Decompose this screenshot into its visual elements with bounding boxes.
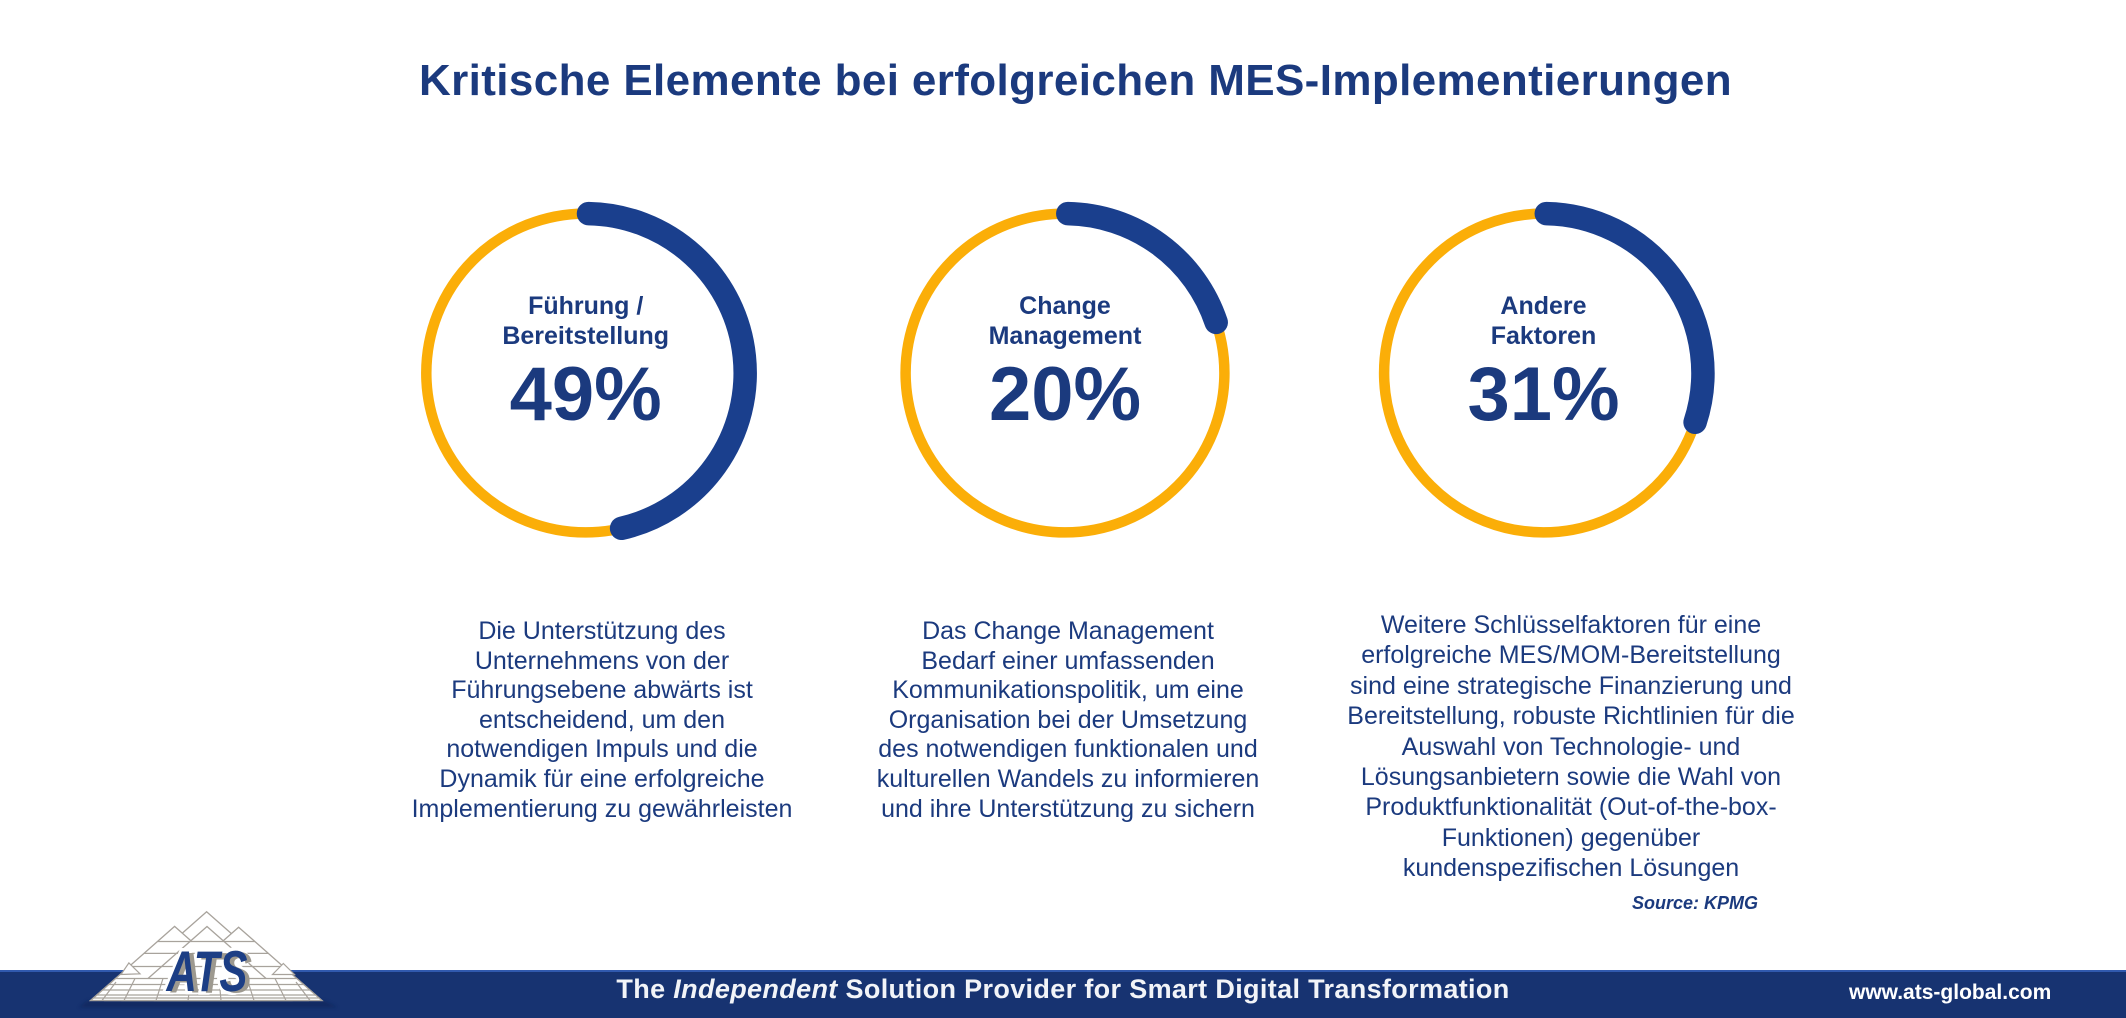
svg-text:ATS: ATS xyxy=(165,938,248,1003)
svg-text:ATS: ATS xyxy=(169,940,252,1005)
svg-text:ATS: ATS xyxy=(165,938,248,1003)
